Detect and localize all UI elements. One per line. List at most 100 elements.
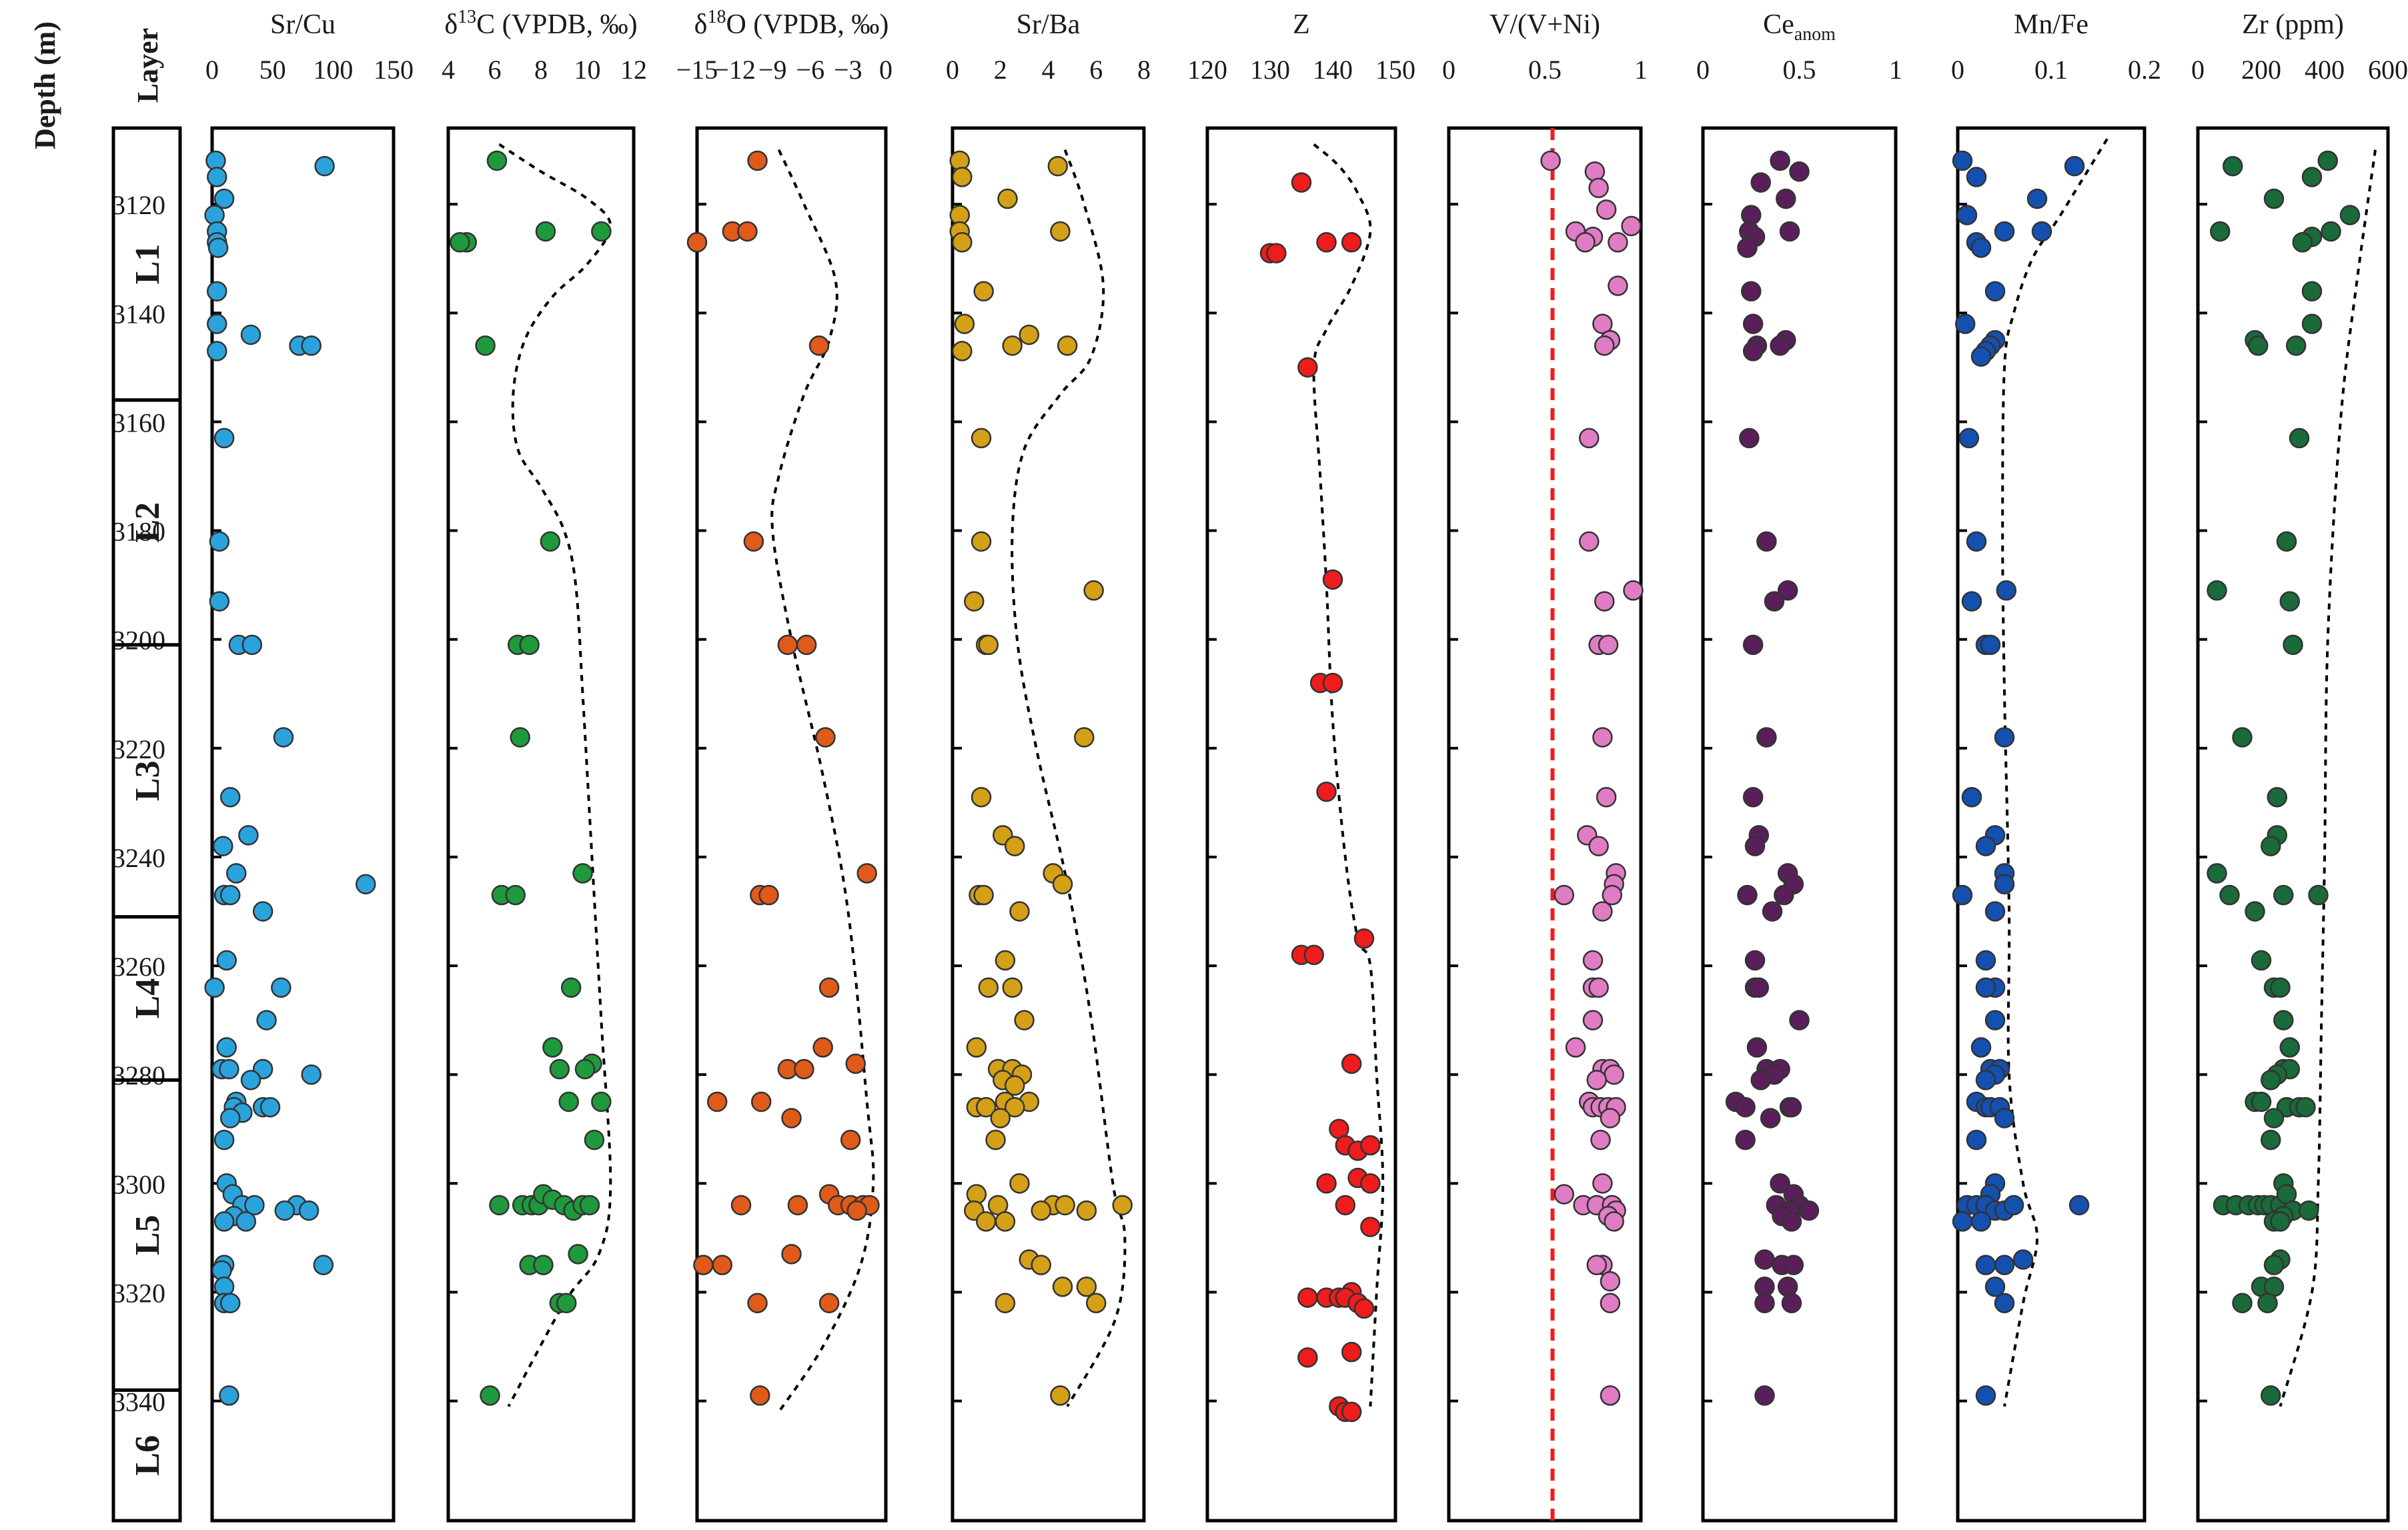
- data-point: [1266, 243, 1287, 263]
- data-point: [1076, 1200, 1097, 1221]
- depth-axis: Depth (m) Layer 3120 3140 3160 3180 3200 3220…: [29, 21, 165, 1417]
- data-point: [1975, 1255, 1996, 1275]
- data-point: [1776, 188, 1796, 209]
- trend-curve: [1312, 143, 1385, 1407]
- data-point: [1748, 977, 1770, 998]
- data-point: [1952, 150, 1973, 171]
- data-point: [2289, 428, 2310, 449]
- data-point: [219, 1385, 239, 1406]
- depth-tick-label: 3280: [112, 1060, 165, 1090]
- data-point: [840, 1129, 861, 1151]
- panel-9: Zr (ppm) 0 200 400 600: [2191, 9, 2408, 1523]
- data-point: [1596, 199, 1617, 220]
- data-point: [1975, 977, 1996, 998]
- data-point: [1994, 1255, 2015, 1275]
- data-point: [540, 531, 561, 552]
- layer-label: L5: [129, 1215, 167, 1255]
- x-tick-label: 4: [442, 55, 455, 85]
- x-tick-label: 600: [2368, 55, 2408, 85]
- data-point: [1019, 324, 1040, 345]
- data-point: [815, 727, 836, 748]
- panel-title: Ceanom: [1763, 9, 1836, 45]
- data-point: [693, 1255, 714, 1275]
- data-point: [213, 1129, 235, 1151]
- data-point: [1575, 232, 1596, 253]
- data-point: [568, 1244, 588, 1265]
- data-point: [450, 232, 470, 253]
- data-point: [990, 1108, 1011, 1128]
- data-point: [1741, 281, 1762, 301]
- data-point: [1052, 1277, 1073, 1297]
- data-point: [1297, 1347, 1318, 1368]
- data-point: [301, 1064, 322, 1085]
- data-point: [1975, 950, 1996, 971]
- data-point: [1744, 836, 1766, 856]
- data-point: [2301, 167, 2323, 187]
- data-point: [273, 727, 294, 748]
- data-point: [2261, 836, 2281, 856]
- data-point: [1565, 1037, 1586, 1058]
- data-point: [2261, 1129, 2281, 1151]
- data-point: [1353, 928, 1375, 949]
- data-point: [1074, 727, 1095, 748]
- data-point: [794, 1058, 814, 1080]
- data-point: [1592, 727, 1613, 748]
- data-point: [1798, 1200, 1820, 1221]
- panel-7: Ceanom 0 0.5 1: [1696, 9, 1902, 1523]
- x-tick-label: 6: [1089, 55, 1103, 85]
- data-point: [1322, 672, 1343, 694]
- data-point: [1756, 727, 1777, 748]
- data-point: [750, 1091, 772, 1112]
- data-point: [1737, 884, 1758, 906]
- data-point: [2245, 901, 2265, 922]
- panel-title: Z: [1293, 9, 1310, 40]
- x-tick-label: −3: [834, 55, 862, 85]
- x-tick-label: 6: [488, 55, 502, 85]
- data-point: [1600, 1293, 1621, 1313]
- data-point: [1770, 150, 1790, 171]
- data-point: [1608, 232, 1628, 253]
- data-point: [1602, 884, 1623, 906]
- depth-tick-label: 3300: [112, 1169, 165, 1199]
- data-point: [489, 1195, 510, 1216]
- data-point: [1588, 177, 1609, 198]
- data-point: [747, 150, 768, 171]
- data-point: [1623, 580, 1644, 601]
- data-point: [2248, 335, 2269, 356]
- data-point: [2263, 1255, 2285, 1275]
- data-point: [2207, 863, 2227, 884]
- data-point: [1582, 950, 1604, 971]
- data-point: [1316, 781, 1337, 802]
- data-point: [818, 977, 840, 998]
- data-point: [971, 428, 992, 449]
- data-point: [1735, 1096, 1756, 1118]
- x-tick-label: 8: [534, 55, 548, 85]
- data-point: [213, 836, 233, 856]
- data-point: [2267, 786, 2287, 808]
- data-point: [2295, 1096, 2316, 1118]
- data-point: [235, 1211, 257, 1232]
- data-point: [2219, 884, 2240, 906]
- data-point: [1050, 1385, 1071, 1406]
- data-point: [1055, 1195, 1075, 1216]
- data-point: [1554, 884, 1575, 906]
- data-point: [1742, 634, 1764, 656]
- data-point: [213, 1211, 235, 1232]
- data-point: [1781, 1211, 1802, 1232]
- data-point: [2223, 155, 2243, 177]
- data-point: [995, 950, 1016, 971]
- panel-frame: [1701, 126, 1898, 1523]
- x-tick-label: 2: [994, 55, 1007, 85]
- data-point: [2012, 1249, 2034, 1270]
- layer-label: L3: [129, 760, 167, 801]
- data-point: [219, 1108, 241, 1128]
- x-tick-label: 0.1: [2034, 55, 2068, 85]
- data-point: [1621, 215, 1642, 237]
- data-point: [1781, 1293, 1802, 1313]
- data-point: [480, 1385, 500, 1406]
- data-point: [964, 591, 985, 612]
- data-point: [1086, 1293, 1107, 1313]
- data-point: [1009, 901, 1030, 922]
- data-point: [1994, 727, 2015, 748]
